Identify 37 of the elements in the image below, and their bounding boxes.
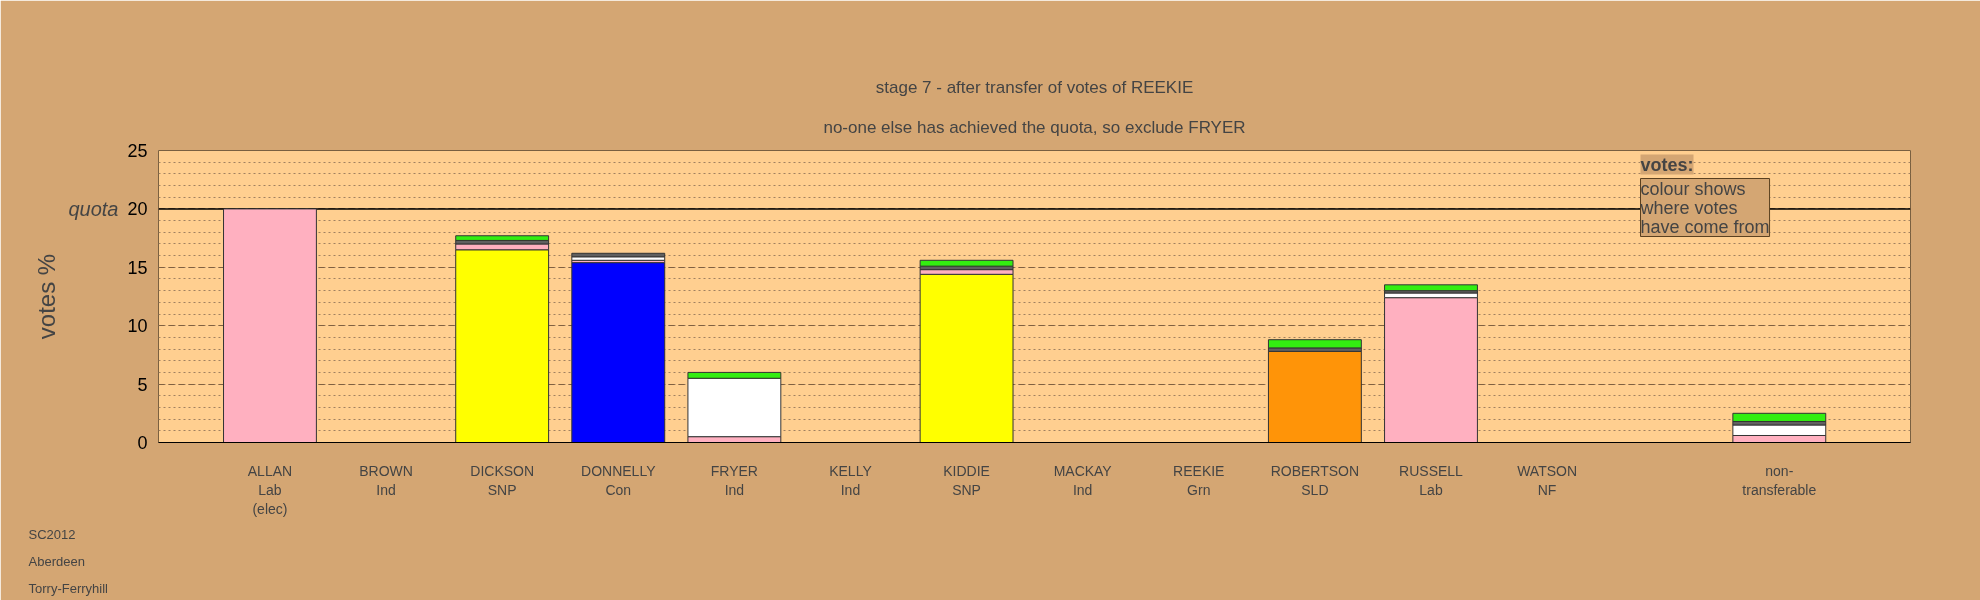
x-tick-label: ALLAN Lab (elec) xyxy=(247,462,293,517)
bar xyxy=(455,235,550,241)
x-tick-label: WATSON NF xyxy=(1517,462,1578,498)
chart-subtitle: no-one else has achieved the quota, so exclude FRYER xyxy=(823,117,1246,137)
bar xyxy=(223,208,317,443)
annotation: votes: xyxy=(1640,154,1694,175)
bar xyxy=(1267,339,1362,349)
bar xyxy=(1732,412,1827,422)
x-tick-label: non- transferable xyxy=(1742,462,1817,498)
x-tick-label: RUSSELL Lab xyxy=(1399,462,1464,498)
y-axis-title: votes % xyxy=(33,253,61,340)
y-tick-label: 5 xyxy=(137,374,148,395)
text: Aberdeen xyxy=(28,553,85,569)
x-tick-label: ROBERTSON SLD xyxy=(1270,462,1360,498)
chart-title: stage 7 - after transfer of votes of REEKIE xyxy=(875,77,1194,97)
y-tick-label: 15 xyxy=(127,257,148,278)
bar xyxy=(1267,350,1362,443)
text: SC2012 xyxy=(28,526,76,542)
bar xyxy=(1384,284,1478,292)
text: Torry-Ferryhill xyxy=(28,580,109,596)
x-tick-label: BROWN Ind xyxy=(359,462,413,498)
x-tick-label: KELLY Ind xyxy=(829,462,873,498)
bar xyxy=(919,259,1014,267)
bar xyxy=(919,273,1014,443)
ref-line-label: quota xyxy=(68,197,119,220)
x-tick-label: MACKAY Ind xyxy=(1053,462,1113,498)
bar xyxy=(571,262,666,443)
x-tick-label: DONNELLY Con xyxy=(581,462,657,498)
x-tick-label: REEKIE Grn xyxy=(1173,462,1225,498)
y-tick-label: 25 xyxy=(127,141,148,161)
x-tick-label: FRYER Ind xyxy=(710,462,758,498)
bar xyxy=(1384,297,1478,443)
y-tick-label: 20 xyxy=(127,199,148,220)
y-tick-label: 0 xyxy=(137,433,148,453)
x-tick-label: KIDDIE SNP xyxy=(943,462,990,498)
x-tick-label: DICKSON SNP xyxy=(470,462,535,498)
y-tick-label: 10 xyxy=(127,316,148,337)
